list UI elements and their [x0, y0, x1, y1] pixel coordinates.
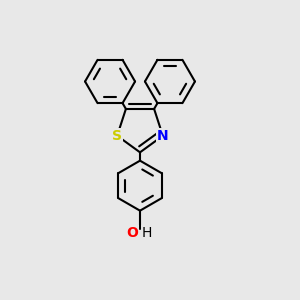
Text: H: H [142, 226, 152, 240]
Text: S: S [112, 129, 122, 143]
Text: N: N [157, 129, 169, 143]
Text: O: O [127, 226, 138, 240]
